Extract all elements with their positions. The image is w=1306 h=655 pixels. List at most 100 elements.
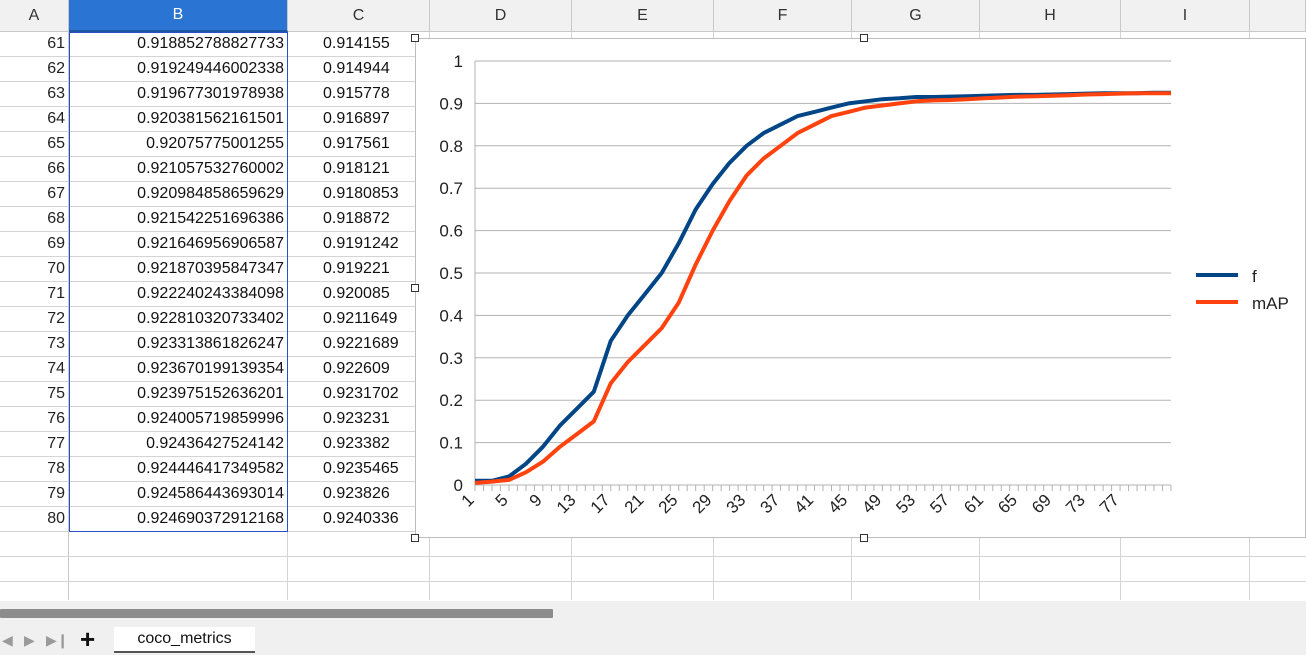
legend-label-f: f: [1252, 267, 1257, 286]
cell-c[interactable]: 0.915778: [288, 82, 430, 107]
cell-c[interactable]: 0.920085: [288, 282, 430, 307]
cell-c[interactable]: 0.918121: [288, 157, 430, 182]
x-tick-label: 69: [1028, 490, 1055, 517]
x-tick-label: 57: [926, 490, 953, 517]
row-header[interactable]: 77: [0, 432, 69, 457]
column-header-f[interactable]: F: [714, 0, 852, 32]
y-tick-label: 0.5: [439, 264, 463, 283]
cell-b[interactable]: 0.924005719859996: [69, 407, 288, 432]
row-header[interactable]: 72: [0, 307, 69, 332]
spreadsheet-grid[interactable]: A B C D E F G H I 61 0.918852788827733 0.914155 62 0.…: [0, 0, 1306, 600]
column-header-i[interactable]: I: [1121, 0, 1250, 32]
row-header[interactable]: 75: [0, 382, 69, 407]
chart-resize-handle-bottom-left[interactable]: [411, 534, 419, 542]
row-header[interactable]: 78: [0, 457, 69, 482]
cell-b[interactable]: 0.921870395847347: [69, 257, 288, 282]
cell-c[interactable]: 0.914944: [288, 57, 430, 82]
cell-c[interactable]: 0.9240336: [288, 507, 430, 532]
column-header-g[interactable]: G: [852, 0, 980, 32]
row-header[interactable]: 80: [0, 507, 69, 532]
row-header[interactable]: 76: [0, 407, 69, 432]
first-sheet-icon[interactable]: ◀: [2, 632, 13, 648]
row-header[interactable]: 61: [0, 32, 69, 57]
column-header-next[interactable]: [1250, 0, 1306, 32]
cell-c[interactable]: 0.917561: [288, 132, 430, 157]
row-header[interactable]: 73: [0, 332, 69, 357]
sheet-tab-coco-metrics[interactable]: coco_metrics: [114, 627, 255, 653]
column-header-e[interactable]: E: [572, 0, 714, 32]
chart-resize-handle-middle-left[interactable]: [411, 284, 419, 292]
cell-b[interactable]: 0.921542251696386: [69, 207, 288, 232]
cell-c[interactable]: 0.9211649: [288, 307, 430, 332]
y-tick-label: 0.3: [439, 349, 463, 368]
chart-resize-handle-top-center[interactable]: [860, 34, 868, 42]
column-header-c[interactable]: C: [288, 0, 430, 32]
cell-c[interactable]: 0.923382: [288, 432, 430, 457]
next-sheet-icon[interactable]: ▶: [24, 632, 35, 648]
last-sheet-icon[interactable]: ▶❙: [46, 632, 69, 648]
row-header[interactable]: 66: [0, 157, 69, 182]
cell-b[interactable]: 0.919249446002338: [69, 57, 288, 82]
cell-c[interactable]: 0.919221: [288, 257, 430, 282]
cell-c[interactable]: 0.9221689: [288, 332, 430, 357]
chart-resize-handle-top-left[interactable]: [411, 34, 419, 42]
y-tick-label: 0.2: [439, 391, 463, 410]
cell-b[interactable]: 0.922240243384098: [69, 282, 288, 307]
cell-b[interactable]: 0.924690372912168: [69, 507, 288, 532]
cell-c[interactable]: 0.922609: [288, 357, 430, 382]
y-tick-label: 0.8: [439, 137, 463, 156]
series-line-f: [475, 90, 1171, 483]
cell-b[interactable]: 0.923670199139354: [69, 357, 288, 382]
cell-b[interactable]: 0.921646956906587: [69, 232, 288, 257]
cell-c[interactable]: 0.9191242: [288, 232, 430, 257]
cell-b[interactable]: 0.924446417349582: [69, 457, 288, 482]
plus-icon[interactable]: +: [80, 624, 96, 654]
x-tick-label: 17: [587, 490, 614, 517]
column-header-a[interactable]: A: [0, 0, 69, 32]
row-header[interactable]: [0, 557, 69, 582]
cell-c[interactable]: 0.923826: [288, 482, 430, 507]
cell-c[interactable]: 0.916897: [288, 107, 430, 132]
series-line-map: [474, 91, 1171, 485]
row-header[interactable]: [0, 532, 69, 557]
row-header[interactable]: 70: [0, 257, 69, 282]
cell-c[interactable]: 0.918872: [288, 207, 430, 232]
row-header[interactable]: 71: [0, 282, 69, 307]
cell-b[interactable]: 0.919677301978938: [69, 82, 288, 107]
chart-resize-handle-bottom-center[interactable]: [860, 534, 868, 542]
cell-b[interactable]: 0.92075775001255: [69, 132, 288, 157]
cell-b[interactable]: 0.92436427524142: [69, 432, 288, 457]
cell-b[interactable]: 0.924586443693014: [69, 482, 288, 507]
cell-b[interactable]: 0.920984858659629: [69, 182, 288, 207]
row-header[interactable]: 62: [0, 57, 69, 82]
horizontal-scrollbar[interactable]: [0, 601, 1306, 624]
column-header-h[interactable]: H: [980, 0, 1121, 32]
line-chart[interactable]: 0 0.1 0.2 0.3 0.4 0.5 0.6 0.7 0.8 0.9 1 1 5 9 13 17 21 25…: [415, 38, 1306, 538]
cell-c[interactable]: 0.9235465: [288, 457, 430, 482]
cell-b[interactable]: 0.922810320733402: [69, 307, 288, 332]
cell-c[interactable]: 0.923231: [288, 407, 430, 432]
cell-b[interactable]: 0.920381562161501: [69, 107, 288, 132]
x-tick-label: 73: [1062, 490, 1089, 517]
cell-b[interactable]: 0.923313861826247: [69, 332, 288, 357]
cell-c[interactable]: 0.9180853: [288, 182, 430, 207]
row-header[interactable]: 79: [0, 482, 69, 507]
row-header[interactable]: 68: [0, 207, 69, 232]
cell-c[interactable]: 0.914155: [288, 32, 430, 57]
column-header-d[interactable]: D: [430, 0, 572, 32]
row-header[interactable]: 63: [0, 82, 69, 107]
cell-b[interactable]: 0.923975152636201: [69, 382, 288, 407]
row-header[interactable]: 67: [0, 182, 69, 207]
row-header[interactable]: [0, 582, 69, 600]
row-header[interactable]: 64: [0, 107, 69, 132]
row-header[interactable]: 65: [0, 132, 69, 157]
y-tick-label: 0.4: [439, 306, 463, 325]
cell-b[interactable]: 0.921057532760002: [69, 157, 288, 182]
row-header[interactable]: 74: [0, 357, 69, 382]
row-header[interactable]: 69: [0, 232, 69, 257]
cell-c[interactable]: 0.9231702: [288, 382, 430, 407]
scrollbar-thumb[interactable]: [0, 609, 553, 618]
cell-b[interactable]: 0.918852788827733: [69, 32, 288, 57]
column-header-b[interactable]: B: [69, 0, 288, 32]
x-tick-label: 49: [858, 490, 885, 517]
